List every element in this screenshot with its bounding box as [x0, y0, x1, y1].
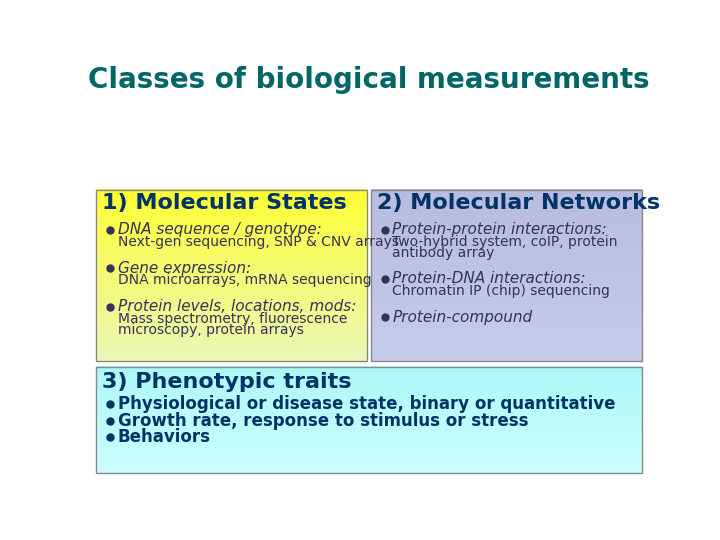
- Text: Protein-compound: Protein-compound: [392, 310, 532, 325]
- Text: Gene expression:: Gene expression:: [118, 261, 251, 275]
- Text: 3) Phenotypic traits: 3) Phenotypic traits: [102, 372, 352, 392]
- Bar: [96, 367, 642, 473]
- Text: 2) Molecular Networks: 2) Molecular Networks: [377, 193, 660, 213]
- Text: Physiological or disease state, binary or quantitative: Physiological or disease state, binary o…: [118, 395, 616, 413]
- Text: 1) Molecular States: 1) Molecular States: [102, 193, 347, 213]
- Text: Protein levels, locations, mods:: Protein levels, locations, mods:: [118, 299, 356, 314]
- Text: Protein-protein interactions:: Protein-protein interactions:: [392, 222, 607, 237]
- Bar: [371, 190, 642, 361]
- Text: DNA microarrays, mRNA sequencing: DNA microarrays, mRNA sequencing: [118, 273, 372, 287]
- Text: Classes of biological measurements: Classes of biological measurements: [88, 66, 650, 94]
- Text: Chromatin IP (chip) sequencing: Chromatin IP (chip) sequencing: [392, 284, 610, 298]
- Text: Mass spectrometry, fluorescence: Mass spectrometry, fluorescence: [118, 312, 347, 326]
- Text: antibody array: antibody array: [392, 246, 495, 260]
- Text: Two-hybrid system, coIP, protein: Two-hybrid system, coIP, protein: [392, 235, 618, 249]
- Text: microscopy, protein arrays: microscopy, protein arrays: [118, 323, 304, 336]
- Text: Protein-DNA interactions:: Protein-DNA interactions:: [392, 272, 586, 286]
- Text: Growth rate, response to stimulus or stress: Growth rate, response to stimulus or str…: [118, 411, 528, 429]
- Text: Behaviors: Behaviors: [118, 428, 211, 447]
- Text: DNA sequence / genotype:: DNA sequence / genotype:: [118, 222, 322, 237]
- Bar: [96, 190, 367, 361]
- Text: Next-gen sequencing, SNP & CNV arrays: Next-gen sequencing, SNP & CNV arrays: [118, 235, 399, 249]
